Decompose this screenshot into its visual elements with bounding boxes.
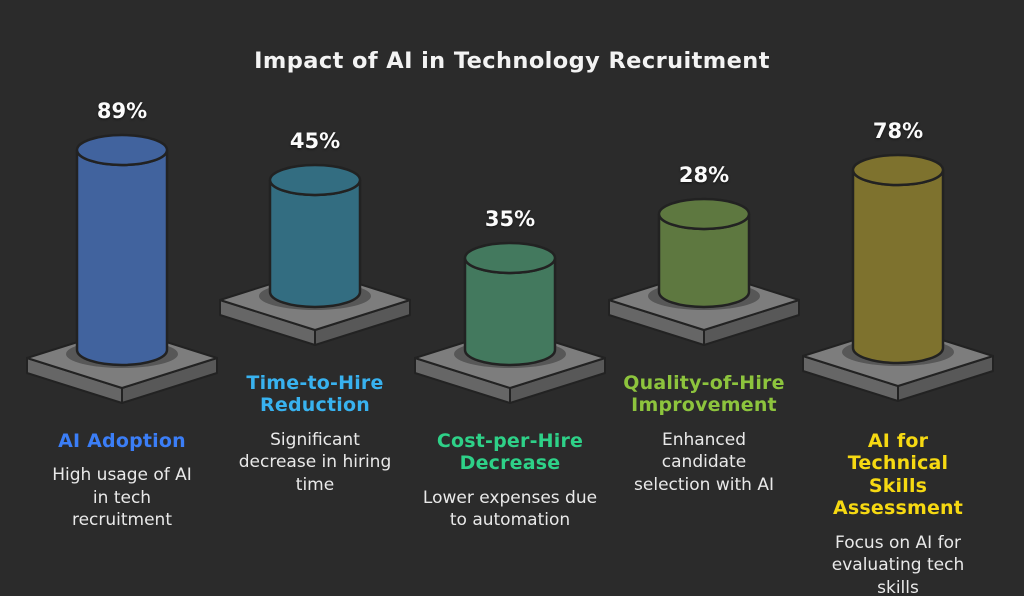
category-description: Enhanced candidate selection with AI: [634, 429, 774, 495]
category-description: High usage of AI in tech recruitment: [52, 465, 192, 531]
category-title: Cost-per-Hire Decrease: [436, 430, 584, 475]
value-label: 89%: [96, 99, 148, 123]
value-label: 78%: [872, 119, 924, 143]
value-label: 35%: [484, 207, 536, 231]
category-title: AI for Technical Skills Assessment: [832, 430, 964, 520]
chart-title: Impact of AI in Technology Recruitment: [254, 48, 770, 74]
category-description: Lower expenses due to automation: [422, 487, 598, 531]
category-description: Focus on AI for evaluating tech skills: [831, 532, 965, 596]
category-description: Significant decrease in hiring time: [238, 429, 392, 495]
category-title: Time-to-Hire Reduction: [246, 372, 384, 417]
value-label: 45%: [289, 129, 341, 153]
value-label: 28%: [678, 163, 730, 187]
category-title: Quality-of-Hire Improvement: [623, 372, 785, 417]
category-title: AI Adoption: [58, 430, 186, 452]
